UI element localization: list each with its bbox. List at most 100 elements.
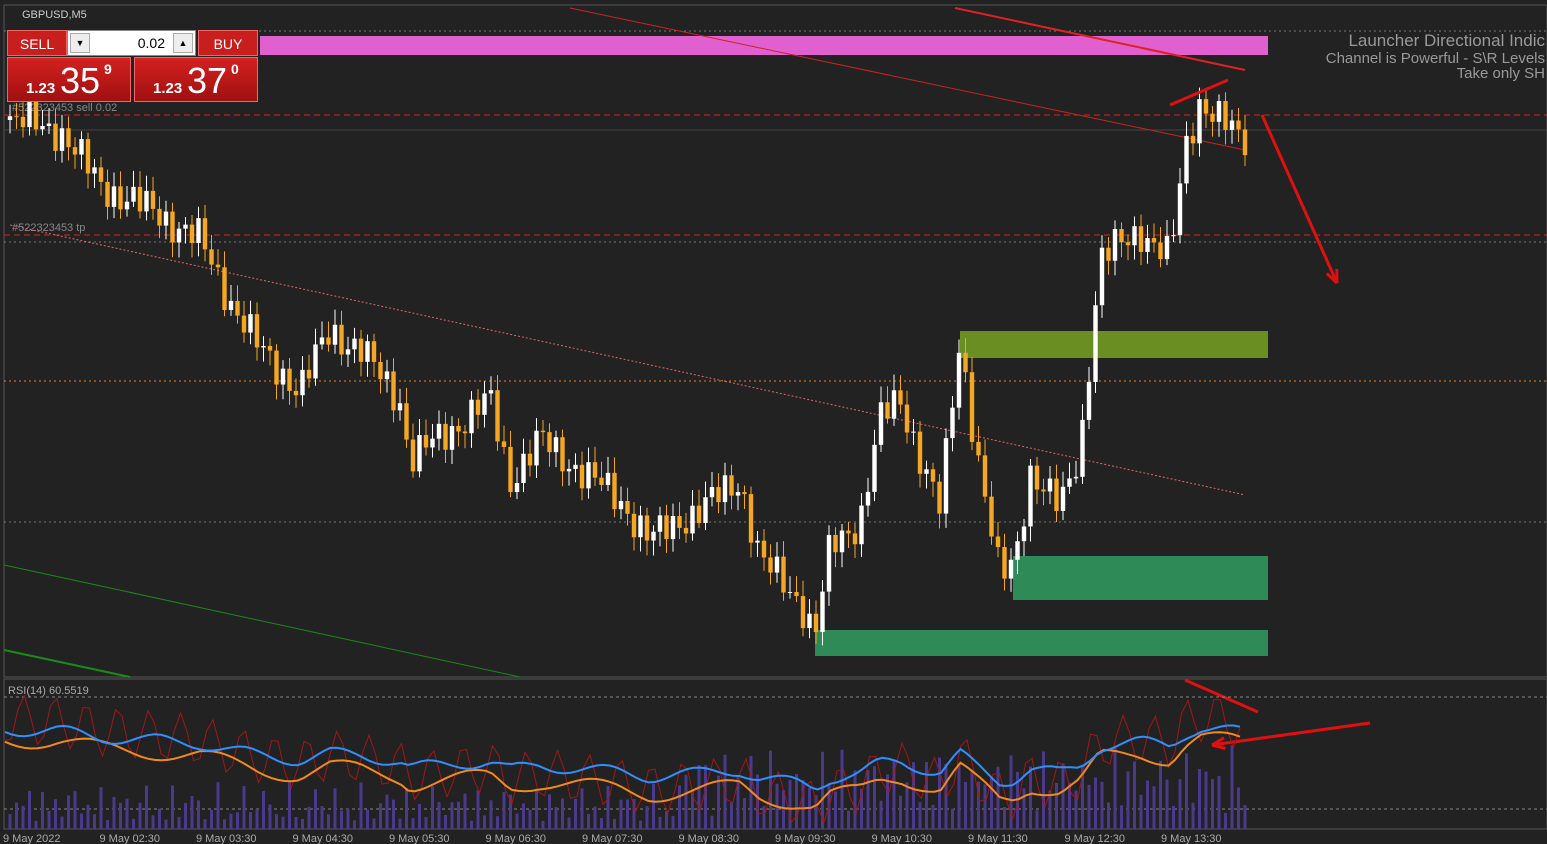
candle-body (917, 431, 923, 474)
candle-body (566, 468, 572, 472)
volume-bar (1107, 802, 1110, 829)
volume-bar (632, 799, 636, 829)
volume-bar (814, 795, 818, 829)
volume-bar (1146, 780, 1149, 829)
candle-body (729, 475, 734, 496)
candle-body (703, 497, 708, 524)
candle-body (443, 423, 448, 450)
volume-bar (1217, 776, 1221, 829)
time-label: 9 May 13:30 (1161, 833, 1222, 844)
volume-bar (691, 790, 694, 829)
volume-bar (1224, 812, 1227, 829)
time-label: 9 May 05:30 (389, 833, 450, 844)
candle-body (267, 345, 273, 351)
volume-bar (411, 818, 415, 829)
volume-bar (73, 791, 77, 829)
volume-bar (574, 798, 577, 829)
candle-body (423, 435, 429, 448)
candle-body (274, 350, 279, 385)
volume-bar (1081, 765, 1084, 829)
candle-body (820, 591, 825, 633)
candle-body (670, 516, 676, 540)
volume-bar (795, 773, 798, 829)
volume-bar (522, 803, 525, 829)
one-click-panel: SELL ▼ 0.02 ▲ BUY 1.23 35 9 1.23 37 0 (7, 30, 258, 102)
candle-body (553, 437, 559, 453)
candle-body (189, 224, 195, 243)
time-label: 9 May 08:30 (679, 833, 740, 844)
time-label: 9 May 06:30 (486, 833, 547, 844)
volume-bar (379, 803, 382, 829)
bid-price[interactable]: 1.23 35 9 (7, 57, 131, 102)
candle-body (807, 613, 812, 629)
candle-body (118, 186, 123, 210)
volume-bar (535, 788, 538, 829)
volume-bar (866, 770, 870, 829)
volume-bar (21, 805, 25, 829)
volume-bar (593, 806, 597, 829)
volume-bar (216, 782, 220, 829)
ask-price[interactable]: 1.23 37 0 (134, 57, 258, 102)
candle-body (7, 116, 13, 120)
candle-body (449, 425, 455, 450)
volume-bar (684, 774, 688, 829)
lot-down[interactable]: ▼ (70, 33, 90, 53)
candle-body (209, 249, 214, 265)
volume-bar (840, 749, 844, 829)
volume-bar (470, 820, 473, 829)
price-pips: 35 (60, 60, 101, 101)
candle-body (150, 190, 156, 209)
volume-bar (457, 801, 460, 829)
volume-bar (80, 813, 83, 829)
volume-bar (184, 802, 187, 829)
volume-bar (1055, 783, 1058, 829)
candle-body (1086, 381, 1092, 420)
volume-bar (132, 818, 135, 829)
volume-bar (548, 794, 551, 829)
volume-bar (151, 815, 155, 829)
lot-up[interactable]: ▲ (173, 33, 193, 53)
volume-bar (996, 766, 1000, 829)
price-point: 0 (231, 61, 239, 77)
volume-bar (145, 785, 148, 829)
volume-bar (879, 800, 883, 829)
candle-body (677, 516, 682, 528)
candle-body (768, 557, 773, 573)
candle-body (378, 361, 383, 380)
candle-body (794, 592, 799, 597)
volume-bar (697, 765, 701, 829)
candle-body (683, 527, 689, 534)
volume-bar (34, 820, 38, 829)
volume-bar (249, 812, 252, 829)
candle-body (417, 435, 422, 472)
volume-bar (1152, 786, 1156, 829)
candle-body (586, 462, 591, 489)
volume-bar (41, 792, 44, 829)
candle-body (826, 534, 832, 592)
buy-button[interactable]: BUY (198, 30, 258, 56)
volume-bar (710, 815, 714, 829)
volume-bar (1100, 781, 1104, 829)
candle-body (1190, 135, 1196, 144)
candle-body (924, 469, 929, 474)
candle-body (930, 469, 936, 482)
candle-body (1229, 120, 1235, 130)
sell-button[interactable]: SELL (7, 30, 67, 56)
volume-bar (171, 785, 174, 829)
candle-body (1041, 489, 1046, 492)
candle-body (1203, 99, 1209, 114)
candle-body (131, 186, 136, 202)
volume-bar (762, 806, 766, 829)
candle-body (1047, 478, 1053, 492)
volume-bar (28, 791, 31, 829)
volume-bar (704, 765, 707, 829)
volume-bar (1029, 766, 1032, 829)
candle-body (326, 337, 331, 345)
volume-bar (541, 820, 545, 829)
candle-body (579, 464, 585, 489)
lot-input[interactable]: ▼ 0.02 ▲ (67, 30, 196, 56)
volume-bar (333, 788, 337, 829)
volume-bar (450, 802, 454, 829)
candle-body (287, 368, 292, 391)
candle-body (839, 530, 845, 553)
